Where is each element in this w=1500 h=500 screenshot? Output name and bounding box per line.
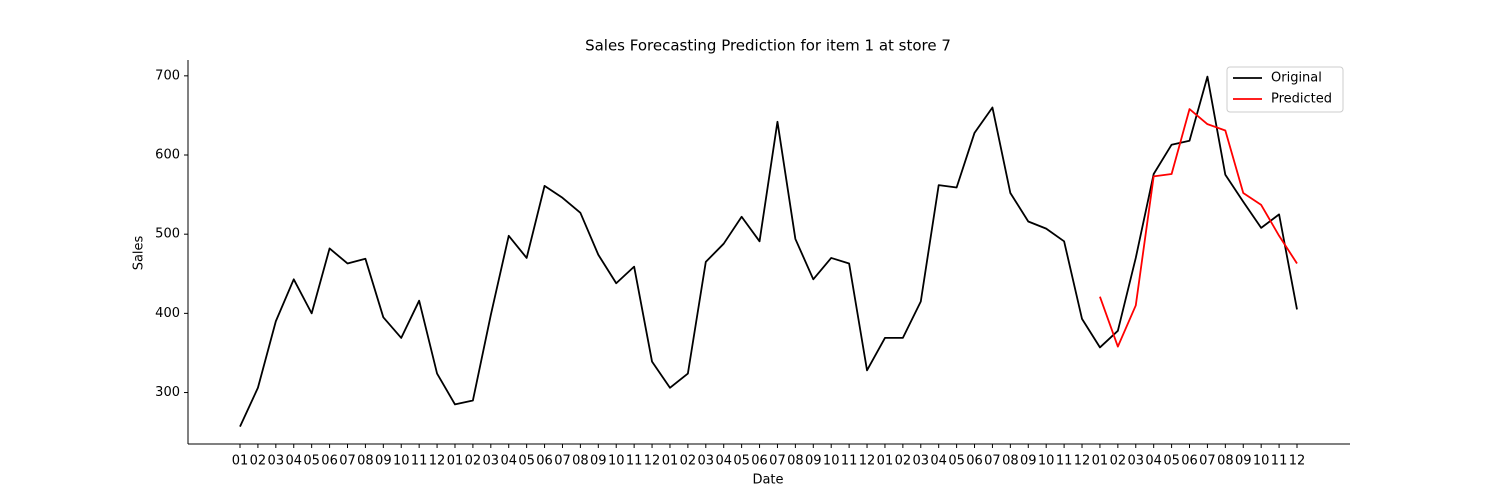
series-line: [239, 75, 1298, 427]
x-tick-label: 11: [1056, 454, 1073, 469]
x-tick-label: 06: [966, 454, 983, 469]
x-tick-label: 05: [948, 454, 965, 469]
x-tick-label: 05: [733, 454, 750, 469]
x-tick-label: 02: [1110, 454, 1127, 469]
legend-label: Original: [1271, 71, 1322, 86]
x-tick-label: 09: [1020, 454, 1037, 469]
x-tick-label: 05: [1163, 454, 1180, 469]
x-tick-label: 12: [859, 454, 876, 469]
x-tick-label: 07: [1199, 454, 1216, 469]
x-tick-label: 02: [250, 454, 267, 469]
x-tick-label: 03: [483, 454, 500, 469]
x-tick-label: 10: [393, 454, 410, 469]
x-tick-label: 01: [232, 454, 249, 469]
x-tick-label: 09: [805, 454, 822, 469]
x-tick-label: 02: [895, 454, 912, 469]
x-tick-label: 06: [536, 454, 553, 469]
x-tick-label: 05: [303, 454, 320, 469]
y-axis-label: Sales: [132, 235, 147, 270]
x-tick-label: 10: [1253, 454, 1270, 469]
x-tick-label: 11: [841, 454, 858, 469]
x-tick-label: 12: [1074, 454, 1091, 469]
x-tick-label: 04: [715, 454, 732, 469]
x-tick-label: 09: [375, 454, 392, 469]
x-tick-label: 10: [608, 454, 625, 469]
x-tick-label: 08: [357, 454, 374, 469]
x-tick-label: 11: [411, 454, 428, 469]
x-tick-label: 11: [1271, 454, 1288, 469]
x-tick-label: 12: [1289, 454, 1306, 469]
series-line: [1099, 108, 1298, 348]
y-tick-label: 600: [155, 148, 180, 163]
x-tick-label: 06: [1181, 454, 1198, 469]
x-tick-label: 07: [339, 454, 356, 469]
x-tick-label: 04: [930, 454, 947, 469]
x-tick-label: 07: [769, 454, 786, 469]
legend-label: Predicted: [1271, 92, 1332, 107]
x-tick-label: 01: [662, 454, 679, 469]
x-tick-label: 03: [913, 454, 930, 469]
x-tick-label: 07: [984, 454, 1001, 469]
x-tick-label: 01: [877, 454, 894, 469]
x-tick-label: 04: [1145, 454, 1162, 469]
x-tick-label: 06: [321, 454, 338, 469]
x-tick-label: 01: [1092, 454, 1109, 469]
x-tick-label: 12: [644, 454, 661, 469]
x-tick-label: 10: [823, 454, 840, 469]
x-tick-label: 10: [1038, 454, 1055, 469]
x-tick-label: 08: [1217, 454, 1234, 469]
x-tick-label: 09: [1235, 454, 1252, 469]
x-tick-label: 07: [554, 454, 571, 469]
x-tick-label: 03: [268, 454, 285, 469]
x-tick-label: 04: [500, 454, 517, 469]
x-tick-label: 05: [518, 454, 535, 469]
x-tick-label: 03: [698, 454, 715, 469]
y-tick-label: 300: [155, 385, 180, 400]
x-tick-label: 08: [787, 454, 804, 469]
x-tick-label: 06: [751, 454, 768, 469]
x-tick-label: 01: [447, 454, 464, 469]
x-tick-label: 08: [1002, 454, 1019, 469]
x-tick-label: 12: [429, 454, 446, 469]
x-tick-label: 03: [1127, 454, 1144, 469]
y-tick-label: 700: [155, 68, 180, 83]
y-tick-label: 400: [155, 306, 180, 321]
chart-title: Sales Forecasting Prediction for item 1 …: [585, 37, 951, 55]
x-tick-label: 02: [680, 454, 697, 469]
x-tick-label: 08: [572, 454, 589, 469]
x-tick-label: 02: [465, 454, 482, 469]
y-tick-label: 500: [155, 227, 180, 242]
x-tick-label: 09: [590, 454, 607, 469]
x-tick-label: 04: [285, 454, 302, 469]
x-axis-label: Date: [752, 473, 783, 488]
x-tick-label: 11: [626, 454, 643, 469]
